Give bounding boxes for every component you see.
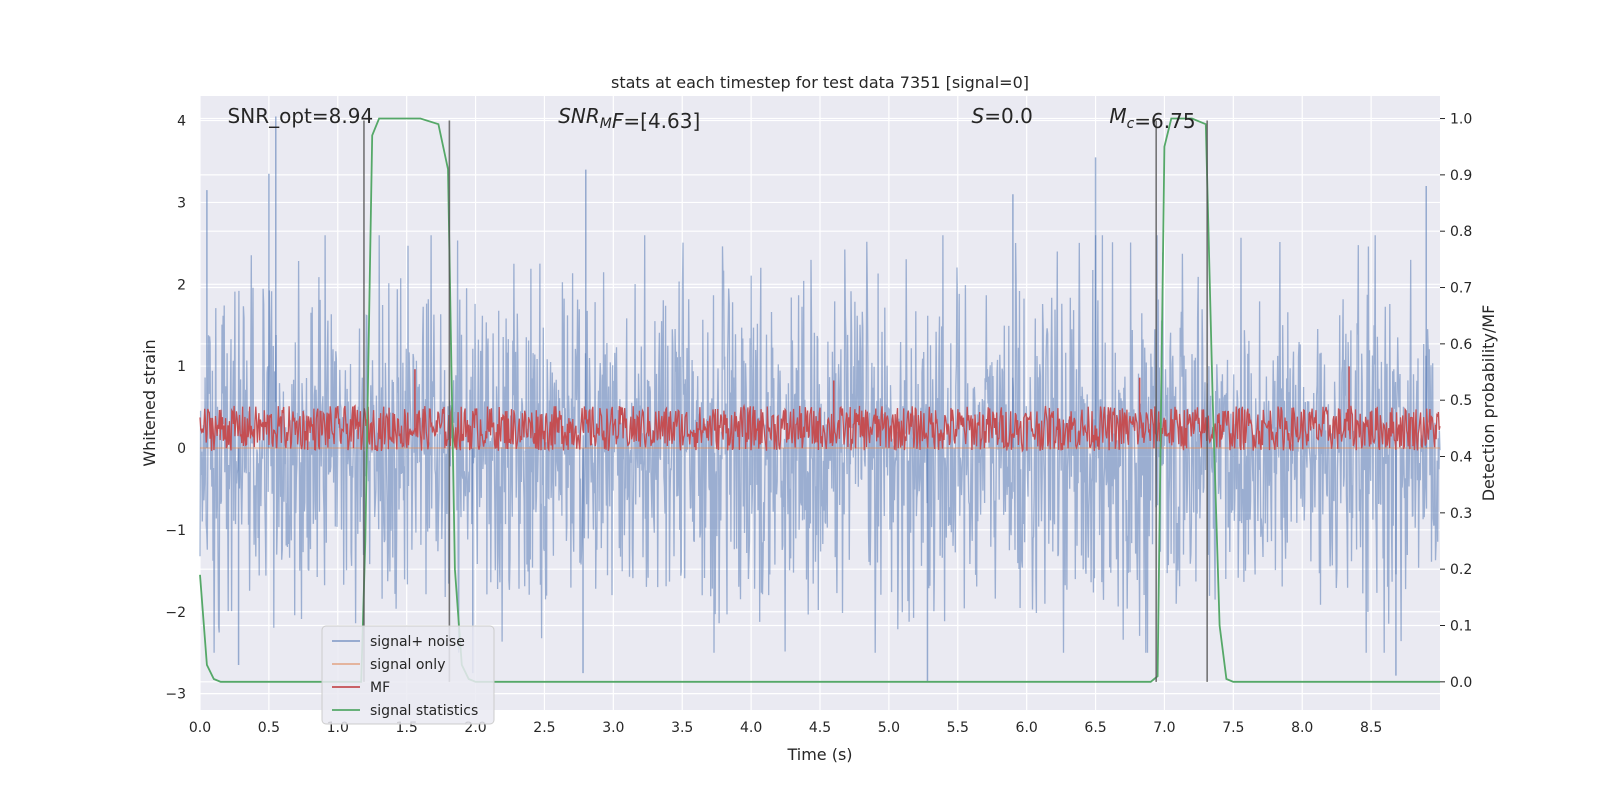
series-layer — [199, 116, 1441, 683]
y2-tick-label: 0.5 — [1450, 393, 1472, 409]
annotation-snr-opt: SNR_opt=8.94 — [228, 104, 374, 128]
y2-axis-ticks: 0.0 0.1 0.2 0.3 0.4 0.5 0.6 0.7 0.8 0.9 1.0 — [1440, 112, 1472, 691]
y-tick-label: 2 — [177, 277, 186, 293]
legend-label: signal statistics — [370, 703, 478, 719]
legend-box — [321, 625, 495, 725]
x-tick-label: 0.0 — [189, 720, 211, 736]
annotation-part: M — [600, 116, 612, 132]
annotations: SNR_opt=8.94 SNRMF=[4.63] S=0.0 Mc=6.75 — [228, 104, 1196, 133]
y2-tick-label: 0.0 — [1450, 675, 1472, 691]
legend-label: signal only — [370, 657, 445, 673]
legend: signal+ noise signal only MF signal statist… — [321, 625, 495, 725]
y-tick-label: 3 — [177, 195, 186, 211]
annotation-part: =0.0 — [984, 104, 1033, 128]
y-axis-label: Whitened strain — [140, 339, 159, 466]
y2-tick-label: 0.9 — [1450, 168, 1472, 184]
vertical-lines — [363, 120, 1208, 682]
annotation-s: S=0.0 — [972, 104, 1033, 128]
y-axis-ticks: −3 −2 −1 0 1 2 3 4 — [165, 114, 186, 703]
y2-tick-label: 0.1 — [1450, 619, 1472, 635]
y2-tick-label: 0.3 — [1450, 506, 1472, 522]
x-tick-label: 0.5 — [258, 720, 280, 736]
x-tick-label: 2.5 — [533, 720, 555, 736]
y2-tick-label: 0.7 — [1450, 281, 1472, 297]
x-tick-label: 8.5 — [1360, 720, 1382, 736]
x-tick-label: 6.0 — [1016, 720, 1038, 736]
y2-axis-label: Detection probability/MF — [1479, 305, 1498, 502]
annotation-part: S — [972, 104, 985, 128]
x-tick-label: 5.5 — [947, 720, 969, 736]
x-tick-label: 7.5 — [1222, 720, 1244, 736]
x-tick-label: 7.0 — [1153, 720, 1175, 736]
x-axis-label: Time (s) — [786, 745, 852, 764]
y2-tick-label: 1.0 — [1450, 112, 1472, 128]
y2-tick-label: 0.8 — [1450, 224, 1472, 240]
series-mf — [199, 403, 1441, 453]
chart-title: stats at each timestep for test data 735… — [611, 73, 1029, 92]
x-tick-label: 3.5 — [671, 720, 693, 736]
x-tick-label: 4.5 — [809, 720, 831, 736]
y-tick-label: −3 — [165, 687, 186, 703]
series-signal-statistics — [199, 117, 1440, 683]
y-tick-label: 1 — [177, 359, 186, 375]
y-tick-label: −1 — [165, 523, 186, 539]
x-tick-label: 6.5 — [1084, 720, 1106, 736]
annotation-part: SNR_opt=8.94 — [228, 104, 374, 128]
y-tick-label: 4 — [177, 114, 186, 130]
legend-label: signal+ noise — [370, 634, 465, 650]
y2-tick-label: 0.2 — [1450, 562, 1472, 578]
x-tick-label: 3.0 — [602, 720, 624, 736]
legend-label: MF — [370, 680, 390, 696]
y-tick-label: 0 — [177, 441, 186, 457]
annotation-part: SNR — [558, 104, 600, 128]
annotation-mc: Mc=6.75 — [1109, 104, 1195, 133]
y2-tick-label: 0.4 — [1450, 450, 1472, 466]
annotation-snr-mf: SNRMF=[4.63] — [558, 104, 700, 133]
annotation-part: M — [1109, 104, 1126, 128]
annotation-part: c — [1127, 116, 1135, 132]
y-tick-label: −2 — [165, 605, 186, 621]
annotation-part: =6.75 — [1134, 109, 1195, 133]
x-tick-label: 8.0 — [1291, 720, 1313, 736]
x-tick-label: 5.0 — [878, 720, 900, 736]
y2-tick-label: 0.6 — [1450, 337, 1472, 353]
x-tick-label: 4.0 — [740, 720, 762, 736]
annotation-part: F — [612, 109, 624, 133]
annotation-part: =[4.63] — [623, 109, 700, 133]
